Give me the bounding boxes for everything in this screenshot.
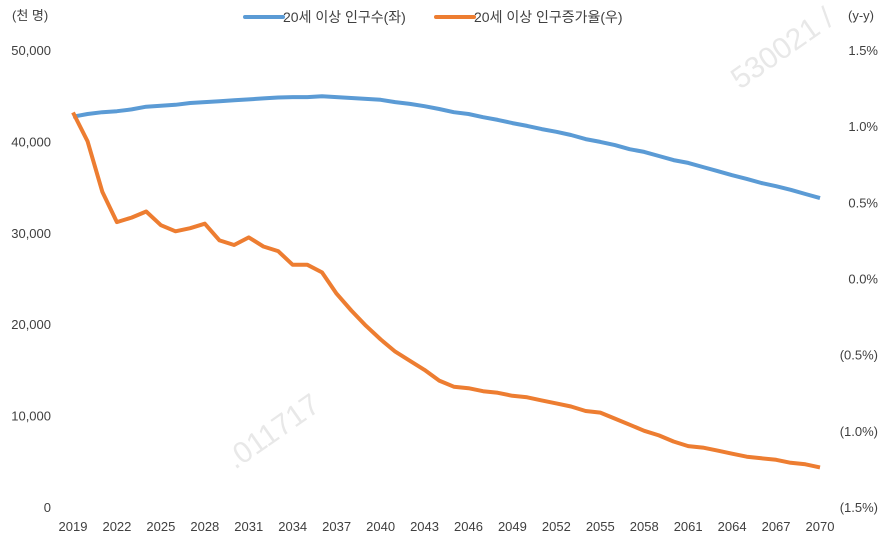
x-tick-label: 2070 — [806, 519, 835, 534]
left-tick-label: 10,000 — [11, 409, 51, 424]
left-tick-label: 30,000 — [11, 226, 51, 241]
left-axis-label: (천 명) — [12, 8, 48, 23]
x-tick-label: 2019 — [59, 519, 88, 534]
right-tick-label: (1.0%) — [840, 424, 878, 439]
x-tick-label: 2052 — [542, 519, 571, 534]
right-tick-label: 0.5% — [848, 195, 878, 210]
x-tick-label: 2022 — [102, 519, 131, 534]
watermark: 530021 / — [725, 1, 840, 95]
right-tick-label: 0.0% — [848, 272, 878, 287]
x-tick-label: 2055 — [586, 519, 615, 534]
legend-label: 20세 이상 인구수(좌) — [283, 9, 406, 25]
left-tick-label: 50,000 — [11, 43, 51, 58]
legend-label: 20세 이상 인구증가율(우) — [474, 9, 623, 25]
x-tick-label: 2025 — [146, 519, 175, 534]
right-tick-label: (1.5%) — [840, 500, 878, 515]
left-tick-label: 20,000 — [11, 317, 51, 332]
x-tick-label: 2058 — [630, 519, 659, 534]
left-tick-label: 40,000 — [11, 134, 51, 149]
x-tick-label: 2046 — [454, 519, 483, 534]
x-tick-label: 2067 — [762, 519, 791, 534]
right-tick-label: 1.0% — [848, 119, 878, 134]
left-tick-label: 0 — [44, 500, 51, 515]
series-line-2 — [71, 111, 821, 470]
x-tick-label: 2028 — [190, 519, 219, 534]
x-tick-label: 2034 — [278, 519, 307, 534]
right-axis-label: (y-y) — [848, 8, 874, 23]
right-tick-label: (0.5%) — [840, 348, 878, 363]
x-tick-label: 2061 — [674, 519, 703, 534]
x-tick-label: 2043 — [410, 519, 439, 534]
x-tick-label: 2049 — [498, 519, 527, 534]
x-tick-label: 2037 — [322, 519, 351, 534]
x-tick-label: 2031 — [234, 519, 263, 534]
x-tick-label: 2040 — [366, 519, 395, 534]
right-tick-label: 1.5% — [848, 43, 878, 58]
legend: 20세 이상 인구수(좌) 20세 이상 인구증가율(우) — [243, 9, 623, 25]
watermark: .011717 — [220, 388, 326, 476]
series-line-1 — [72, 94, 821, 201]
x-tick-label: 2064 — [718, 519, 747, 534]
